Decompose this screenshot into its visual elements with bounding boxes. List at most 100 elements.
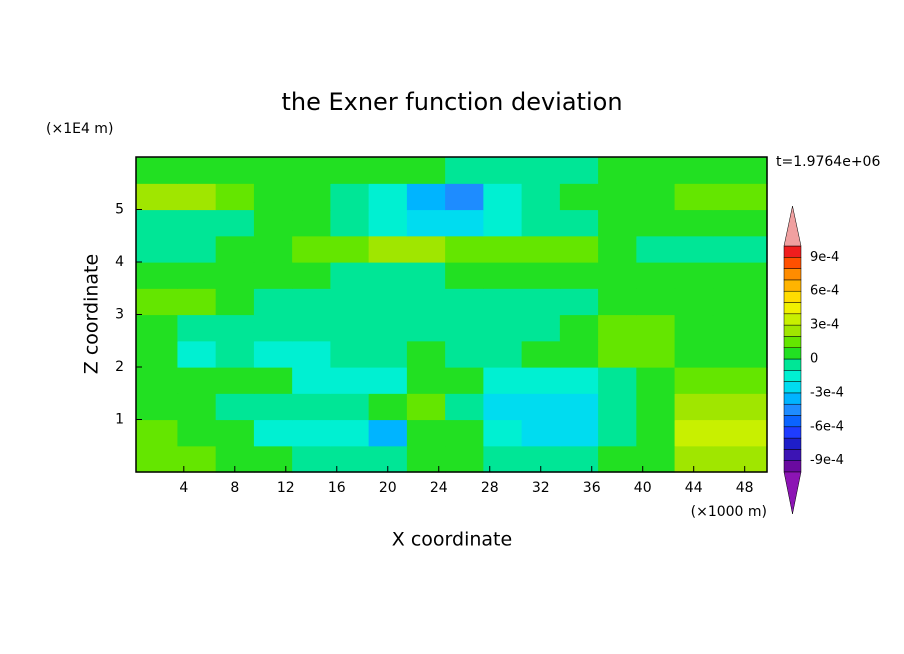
colorbar-tick-label: -9e-4 (810, 453, 844, 468)
contour-cell (559, 314, 599, 342)
contour-cell (559, 183, 599, 211)
contour-cell (445, 367, 484, 394)
contour-cell (636, 419, 676, 447)
contour-cell (177, 235, 217, 263)
contour-cell (636, 367, 676, 394)
contour-cell (406, 262, 446, 289)
contour-cell (521, 419, 561, 447)
colorbar-level (783, 392, 802, 405)
colorbar-level (783, 426, 802, 439)
contour-cell (445, 209, 484, 237)
contour-cell (521, 288, 561, 316)
contour-cell (483, 367, 523, 394)
contour-cell (330, 445, 370, 473)
y-tick-label: 4 (115, 254, 124, 270)
colorbar-level (783, 257, 802, 269)
axes: 4 8 12 16 20 24 28 32 36 40 44 48123459e-46e-43e-40… (115, 156, 844, 515)
x-tick-label: 36 (583, 480, 601, 496)
contour-cell (330, 157, 370, 184)
contour-cell (292, 183, 331, 211)
contour-cell (215, 367, 255, 394)
contour-cell (636, 393, 676, 421)
contour-cell (483, 157, 523, 184)
contour-cell (292, 157, 331, 184)
y-tick-label: 5 (115, 202, 124, 218)
contour-cell (712, 209, 768, 237)
contour-cell (712, 183, 768, 211)
contour-cell (483, 393, 523, 421)
contour-cell (712, 288, 768, 316)
contour-cell (177, 262, 217, 289)
contour-cell (598, 340, 637, 368)
contour-cell (598, 419, 637, 447)
contour-cell (253, 393, 293, 421)
contour-cell (253, 314, 293, 342)
contour-cell (406, 288, 446, 316)
contour-cell (712, 340, 768, 368)
contour-cell (330, 183, 370, 211)
colorbar-level (783, 460, 802, 473)
colorbar-tick-label: 6e-4 (810, 284, 839, 299)
contour-cell (559, 209, 599, 237)
contour-cell (521, 340, 561, 368)
x-tick-label: 8 (230, 480, 239, 496)
contour-cell (368, 340, 408, 368)
contour-cell (598, 445, 637, 473)
contour-cell (636, 235, 676, 263)
y-tick-label: 3 (115, 307, 124, 323)
contour-cell (674, 340, 714, 368)
contour-cell (521, 235, 561, 263)
contour-cell (712, 314, 768, 342)
contour-cell (253, 340, 293, 368)
contour-cell (136, 419, 179, 447)
colorbar-tick-label: -6e-4 (810, 419, 844, 434)
contour-cell (177, 393, 217, 421)
contour-cell (483, 235, 523, 263)
contour-cell (674, 288, 714, 316)
colorbar-level (783, 437, 802, 450)
contour-cell (253, 367, 293, 394)
contour-cell (177, 367, 217, 394)
contour-cell (177, 419, 217, 447)
contour-cell (215, 288, 255, 316)
contour-cell (636, 157, 676, 184)
contour-cell (598, 183, 637, 211)
colorbar-level (783, 336, 802, 348)
x-tick-label: 20 (379, 480, 397, 496)
contour-cell (598, 157, 637, 184)
colorbar-level (783, 403, 802, 416)
contour-cell (483, 340, 523, 368)
contour-cell (368, 183, 408, 211)
contour-cell (712, 157, 768, 184)
contour-cell (330, 262, 370, 289)
contour-cell (177, 314, 217, 342)
contour-cell (445, 288, 484, 316)
contour-cell (712, 393, 768, 421)
contour-cell (177, 340, 217, 368)
contour-cell (483, 314, 523, 342)
contour-cell (215, 183, 255, 211)
contour-cell (712, 419, 768, 447)
contour-cell (674, 157, 714, 184)
colorbar-extend-below (783, 471, 802, 515)
contour-cell (368, 157, 408, 184)
x-tick-label: 44 (685, 480, 703, 496)
contour-cell (406, 393, 446, 421)
contour-cell (406, 157, 446, 184)
contour-cell (406, 419, 446, 447)
colorbar-level (783, 324, 802, 337)
colorbar-level (783, 279, 802, 292)
contour-cell (253, 183, 293, 211)
annotation: t=1.9764e+06 (776, 154, 880, 170)
contour-cell (330, 340, 370, 368)
x-tick-label: 24 (430, 480, 448, 496)
y-axis-label: Z coordinate (81, 254, 103, 374)
contour-cell (406, 183, 446, 211)
contour-cell (136, 393, 179, 421)
contour-cell (253, 445, 293, 473)
contour-cell (598, 209, 637, 237)
contour-cell (368, 393, 408, 421)
colorbar-level (783, 449, 802, 461)
contour-cell (253, 235, 293, 263)
